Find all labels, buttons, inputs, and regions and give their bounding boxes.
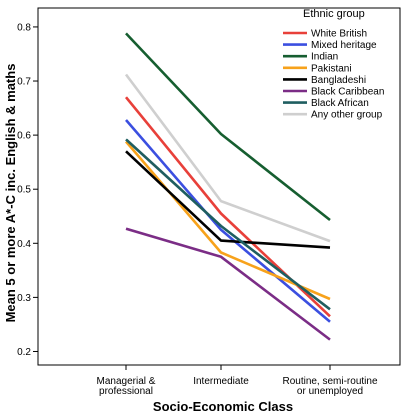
x-tick-label: or unemployed (297, 386, 363, 397)
y-tick-label: 0.4 (17, 239, 31, 250)
y-axis-title: Mean 5 or more A*-C inc. English & maths (3, 64, 18, 323)
legend-label-white-british: White British (311, 29, 367, 40)
legend-label-bangladeshi: Bangladeshi (311, 75, 366, 86)
y-tick-label: 0.8 (17, 22, 31, 33)
series-line-black-african (125, 138, 331, 311)
series-line-bangladeshi (125, 150, 331, 249)
series-line-pakistani (125, 140, 331, 301)
series-line-any-other-group (124, 73, 331, 243)
y-tick-label: 0.6 (17, 131, 31, 142)
legend-label-pakistani: Pakistani (311, 63, 352, 74)
legend-label-mixed-heritage: Mixed heritage (311, 40, 377, 51)
y-tick-label: 0.2 (17, 347, 31, 358)
legend-label-black-african: Black African (311, 98, 369, 109)
series-line-indian (125, 32, 331, 222)
series-line-white-british (124, 96, 331, 318)
x-tick-label: Intermediate (193, 376, 249, 387)
x-tick-label: Routine, semi-routine (282, 376, 377, 387)
x-axis-title: Socio-Economic Class (153, 399, 293, 414)
x-tick-label: professional (99, 386, 153, 397)
y-tick-label: 0.3 (17, 293, 31, 304)
y-tick-label: 0.5 (17, 185, 31, 196)
series-lines (124, 32, 331, 341)
y-tick-label: 0.7 (17, 77, 31, 88)
x-tick-label: Managerial & (97, 376, 156, 387)
legend-label-black-caribbean: Black Caribbean (311, 87, 384, 98)
legend-label-any-other-group: Any other group (311, 110, 383, 121)
axes: 0.2 0.3 0.4 0.5 0.6 0.7 0.8 Managerial &profess… (17, 7, 401, 397)
legend-label-indian: Indian (311, 52, 338, 63)
plot-frame (37, 7, 401, 366)
series-line-mixed-heritage (125, 119, 331, 323)
legend-title: Ethnic group (303, 8, 365, 20)
series-line-black-caribbean (125, 227, 331, 341)
